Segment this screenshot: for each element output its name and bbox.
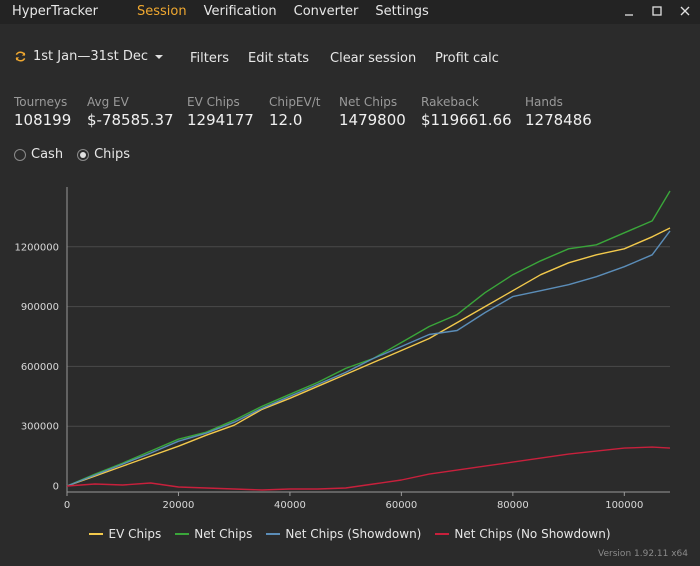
main-nav: Session Verification Converter Settings bbox=[137, 4, 429, 19]
stat-value: 1294177 bbox=[187, 111, 254, 129]
stat-label: Tourneys bbox=[14, 95, 68, 109]
stat-avg-ev: Avg EV $-78585.37 bbox=[87, 95, 174, 129]
stat-hands: Hands 1278486 bbox=[525, 95, 592, 129]
date-range-selector[interactable]: 1st Jan—31st Dec bbox=[14, 49, 164, 64]
legend-swatch bbox=[89, 533, 104, 535]
stat-value: $119661.66 bbox=[421, 111, 512, 129]
session-toolbar: 1st Jan—31st Dec Filters Edit stats Clea… bbox=[14, 48, 694, 70]
stat-label: ChipEV/t bbox=[269, 95, 321, 109]
clear-session-button[interactable]: Clear session bbox=[330, 51, 417, 66]
app-title: HyperTracker bbox=[12, 4, 98, 19]
minimize-icon[interactable] bbox=[622, 2, 636, 20]
maximize-icon[interactable] bbox=[650, 2, 664, 20]
triangle-down-icon[interactable] bbox=[154, 53, 164, 61]
x-tick-label-0: 0 bbox=[64, 500, 70, 511]
y-tick-label-3: 900000 bbox=[21, 302, 59, 313]
stat-value: 1479800 bbox=[339, 111, 406, 129]
stat-net-chips: Net Chips 1479800 bbox=[339, 95, 406, 129]
radio-dot[interactable] bbox=[14, 148, 26, 161]
y-tick-label-0: 0 bbox=[53, 482, 59, 493]
stat-label: EV Chips bbox=[187, 95, 240, 109]
legend-ev-chips[interactable]: EV Chips bbox=[89, 527, 161, 541]
stat-value: 1278486 bbox=[525, 111, 592, 129]
version-label: Version 1.92.11 x64 bbox=[598, 549, 688, 559]
profit-calc-button[interactable]: Profit calc bbox=[435, 51, 499, 66]
date-range-label: 1st Jan—31st Dec bbox=[33, 49, 149, 64]
nav-converter[interactable]: Converter bbox=[293, 4, 359, 19]
nav-verification[interactable]: Verification bbox=[203, 4, 277, 19]
stat-value: $-78585.37 bbox=[87, 111, 174, 129]
radio-label: Chips bbox=[94, 147, 131, 162]
stat-rakeback: Rakeback $119661.66 bbox=[421, 95, 512, 129]
stat-label: Net Chips bbox=[339, 95, 398, 109]
refresh-icon[interactable] bbox=[14, 50, 27, 63]
stat-label: Rakeback bbox=[421, 95, 479, 109]
legend-swatch bbox=[435, 533, 450, 535]
edit-stats-button[interactable]: Edit stats bbox=[248, 51, 310, 66]
titlebar: HyperTracker Session Verification Conver… bbox=[0, 0, 700, 24]
nav-settings[interactable]: Settings bbox=[375, 4, 429, 19]
radio-cash[interactable]: Cash bbox=[14, 147, 63, 162]
x-tick-label-1: 20000 bbox=[163, 500, 195, 511]
legend-label: EV Chips bbox=[108, 527, 162, 541]
x-tick-label-3: 60000 bbox=[385, 500, 417, 511]
chart-legend: EV Chips Net Chips Net Chips (Showdown) … bbox=[0, 527, 700, 541]
radio-chips[interactable]: Chips bbox=[77, 147, 130, 162]
legend-swatch bbox=[266, 533, 281, 535]
y-tick-label-1: 300000 bbox=[21, 422, 59, 433]
y-tick-label-2: 600000 bbox=[21, 362, 59, 373]
legend-label: Net Chips (No Showdown) bbox=[454, 527, 611, 541]
stat-value: 108199 bbox=[14, 111, 72, 129]
radio-dot[interactable] bbox=[77, 148, 90, 161]
series-line-net-chips-showdown bbox=[66, 230, 671, 487]
stats-summary: Tourneys 108199 Avg EV $-78585.37 EV Chi… bbox=[14, 95, 694, 135]
stat-ev-chips: EV Chips 1294177 bbox=[187, 95, 254, 129]
mode-selector: Cash Chips bbox=[14, 147, 130, 162]
radio-label: Cash bbox=[31, 147, 64, 162]
series-line-net-chips bbox=[66, 190, 671, 487]
close-icon[interactable] bbox=[678, 2, 692, 20]
window-controls bbox=[622, 2, 692, 20]
stat-tourneys: Tourneys 108199 bbox=[14, 95, 71, 129]
series-line-ev-chips bbox=[66, 227, 671, 487]
nav-session[interactable]: Session bbox=[137, 4, 187, 19]
legend-net-chips-showdown[interactable]: Net Chips (Showdown) bbox=[266, 527, 421, 541]
stat-label: Hands bbox=[525, 95, 563, 109]
y-tick-label-4: 1200000 bbox=[14, 242, 59, 253]
x-tick-label-2: 40000 bbox=[274, 500, 306, 511]
series-line-net-chips-no-showdown bbox=[66, 446, 671, 491]
x-tick-label-5: 100000 bbox=[605, 500, 643, 511]
profit-chart-svg: 0 300000 600000 900000 1200000 0 20000 40000 600… bbox=[14, 187, 671, 511]
stat-value: 12.0 bbox=[269, 111, 303, 129]
legend-net-chips[interactable]: Net Chips bbox=[175, 527, 252, 541]
legend-swatch bbox=[175, 533, 190, 535]
profit-chart: 0 300000 600000 900000 1200000 0 20000 40000 600… bbox=[0, 175, 700, 515]
stat-label: Avg EV bbox=[87, 95, 129, 109]
legend-net-chips-no-showdown[interactable]: Net Chips (No Showdown) bbox=[435, 527, 611, 541]
stat-chipev-t: ChipEV/t 12.0 bbox=[269, 95, 320, 129]
x-tick-label-4: 80000 bbox=[497, 500, 529, 511]
filters-button[interactable]: Filters bbox=[190, 51, 229, 66]
legend-label: Net Chips bbox=[194, 527, 253, 541]
legend-label: Net Chips (Showdown) bbox=[285, 527, 422, 541]
